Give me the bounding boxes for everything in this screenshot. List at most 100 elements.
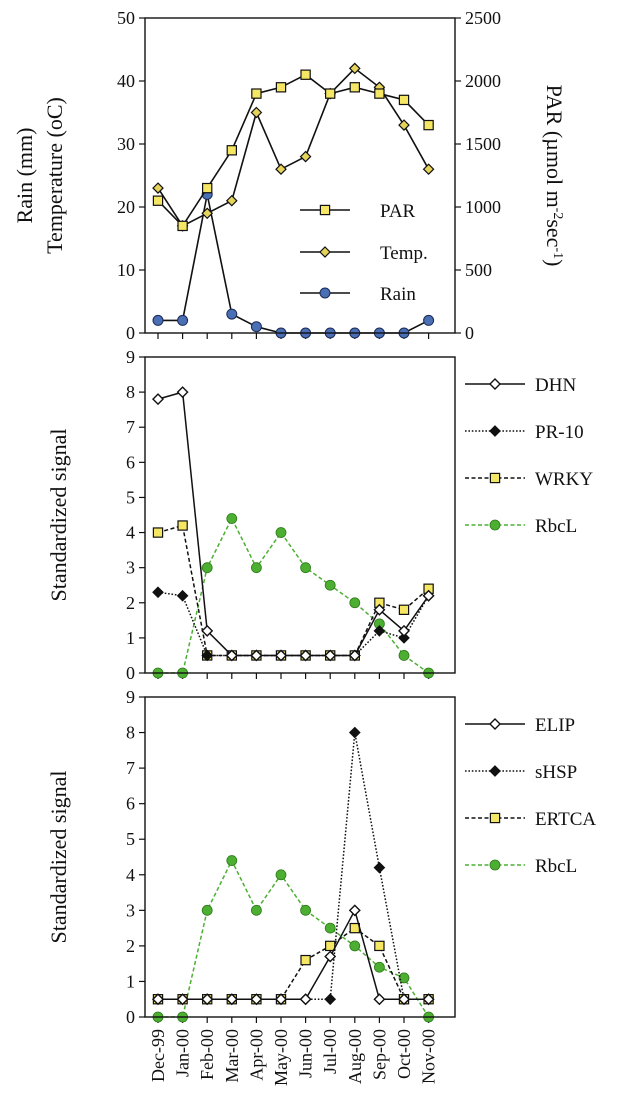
circle-marker: [373, 961, 385, 973]
diamond-marker: [348, 649, 361, 662]
diamond-marker: [152, 993, 164, 1006]
y-tick-label-right: 500: [465, 260, 492, 280]
y-tick-label-left: 50: [117, 8, 135, 28]
y-tick-label-right: 0: [465, 323, 474, 343]
y-tick-label: 1: [126, 628, 135, 648]
square-marker: [489, 472, 501, 484]
square-marker: [300, 954, 311, 966]
diamond-marker: [299, 150, 312, 163]
circle-marker: [300, 904, 312, 916]
square-marker: [202, 182, 213, 194]
diamond-marker: [299, 993, 312, 1006]
diamond-marker: [275, 649, 287, 662]
circle-marker: [250, 321, 262, 333]
y-tick-label: 2: [126, 936, 135, 956]
square-marker: [177, 220, 188, 232]
circle-marker: [226, 855, 238, 866]
diamond-marker: [348, 904, 361, 917]
square-marker: [349, 82, 361, 93]
diamond-marker: [176, 386, 189, 399]
gene-panel-2: 0 1 2 3 4 5 6 7 8 9 Standardized signal ELIP sHSP ERT…: [46, 687, 596, 1086]
y-tick-label-left: 10: [117, 260, 135, 280]
label-part: sec: [542, 219, 567, 247]
series-line-dhn: [157, 391, 430, 657]
diamond-marker: [348, 726, 361, 739]
diamond-marker: [398, 993, 410, 1006]
label-part: oC: [42, 104, 67, 130]
y-tick-label-left: 0: [126, 323, 135, 343]
circle-marker: [201, 904, 213, 916]
y-tick-label: 3: [126, 558, 135, 578]
diamond-marker: [489, 378, 501, 390]
x-tick-label: Jan-00: [173, 1029, 193, 1077]
y-tick-label: 9: [126, 687, 135, 707]
x-tick-label: Apr-00: [246, 1029, 266, 1081]
diamond-marker: [299, 649, 312, 662]
y-tick-label: 7: [126, 758, 135, 778]
diamond-marker: [398, 624, 410, 637]
legend-label: PR-10: [535, 422, 584, 443]
series-line-rbcl: [158, 858, 430, 1018]
diamond-marker: [324, 993, 337, 1006]
y-tick-label-left: 40: [117, 71, 135, 91]
y-tick-label: 4: [126, 523, 135, 543]
square-marker: [398, 604, 410, 616]
circle-marker: [275, 869, 287, 881]
diamond-marker: [152, 586, 164, 599]
diamond-marker: [201, 649, 214, 662]
diamond-marker: [324, 649, 337, 662]
x-tick-label: Mar-00: [222, 1029, 242, 1083]
diamond-marker: [373, 603, 386, 616]
y-tick-label: 6: [126, 452, 135, 472]
x-tick-label: Sep-00: [369, 1029, 389, 1080]
gene-plot-frame: [144, 356, 456, 674]
circle-marker: [226, 513, 238, 524]
x-tick-label: May-00: [271, 1029, 291, 1086]
y-axis-label-rain: Rain (mm): [12, 128, 37, 224]
y-tick-label: 8: [126, 723, 135, 743]
series-line-rbcl: [158, 516, 430, 674]
y-tick-label: 5: [126, 829, 135, 849]
diamond-marker: [373, 861, 386, 874]
square-marker: [423, 119, 434, 131]
x-tick-label: Feb-00: [197, 1029, 217, 1080]
circle-marker: [398, 972, 410, 984]
diamond-marker: [489, 765, 501, 777]
x-tick-label: Aug-00: [345, 1029, 365, 1084]
diamond-marker: [152, 393, 164, 406]
circle-marker: [250, 904, 262, 916]
square-marker: [275, 82, 287, 93]
y-axis-label: Standardized signal: [46, 429, 71, 602]
y-tick-label: 3: [126, 900, 135, 920]
diamond-marker: [398, 632, 410, 644]
diamond-marker: [398, 119, 410, 131]
series-line-elip: [158, 908, 429, 1000]
y-tick-label: 7: [126, 417, 135, 437]
diamond-marker: [201, 993, 214, 1006]
y-tick-label: 6: [126, 794, 135, 814]
y-tick-label-left: 30: [117, 134, 135, 154]
diamond-marker: [348, 62, 361, 75]
y-tick-label-right: 1500: [465, 134, 501, 154]
series-line-shsp: [158, 732, 429, 1000]
legend-label: RbcL: [535, 516, 577, 537]
diamond-marker: [176, 589, 189, 602]
legend-label: PAR: [380, 201, 416, 222]
square-marker: [251, 88, 262, 99]
y-tick-label-right: 2500: [465, 8, 501, 28]
diamond-marker: [422, 163, 435, 176]
diamond-marker: [250, 649, 263, 662]
diamond-marker: [250, 993, 263, 1006]
y-tick-label-left: 20: [117, 197, 135, 217]
y-tick-label: 5: [126, 487, 135, 507]
square-marker: [398, 94, 410, 106]
y-axis-label-par: PAR (µmol m-2sec-1): [542, 85, 567, 267]
diamond-marker: [275, 163, 287, 176]
diamond-marker: [225, 649, 238, 662]
y-tick-label: 9: [126, 347, 135, 367]
circle-marker: [201, 562, 213, 574]
square-marker: [152, 527, 164, 538]
circle-marker: [349, 597, 361, 609]
x-tick-label: Jul-00: [320, 1029, 340, 1074]
